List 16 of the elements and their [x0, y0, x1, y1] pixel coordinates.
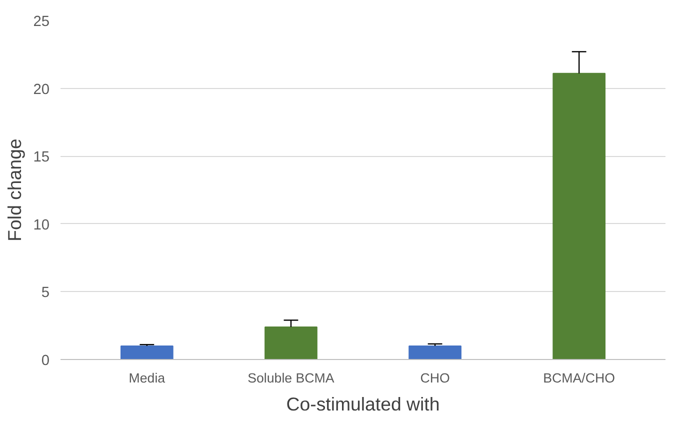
bar — [264, 326, 318, 360]
y-tick-label: 25 — [33, 14, 50, 30]
y-tick-label: 5 — [41, 285, 50, 302]
y-axis-title: Fold change — [4, 138, 26, 242]
y-tick-label: 10 — [33, 217, 50, 234]
y-tick-label: 20 — [33, 82, 50, 98]
y-tick-label: 0 — [41, 353, 50, 369]
x-tick-label: BCMA/CHO — [543, 370, 615, 386]
x-axis-title: Co-stimulated with — [286, 394, 440, 414]
x-tick-label: Media — [128, 370, 166, 386]
bar — [552, 72, 606, 360]
x-tick-label: Soluble BCMA — [248, 370, 334, 386]
bar — [408, 345, 462, 360]
bar — [120, 345, 174, 360]
x-tick-label: CHO — [420, 370, 450, 386]
y-tick-label: 15 — [33, 150, 50, 166]
